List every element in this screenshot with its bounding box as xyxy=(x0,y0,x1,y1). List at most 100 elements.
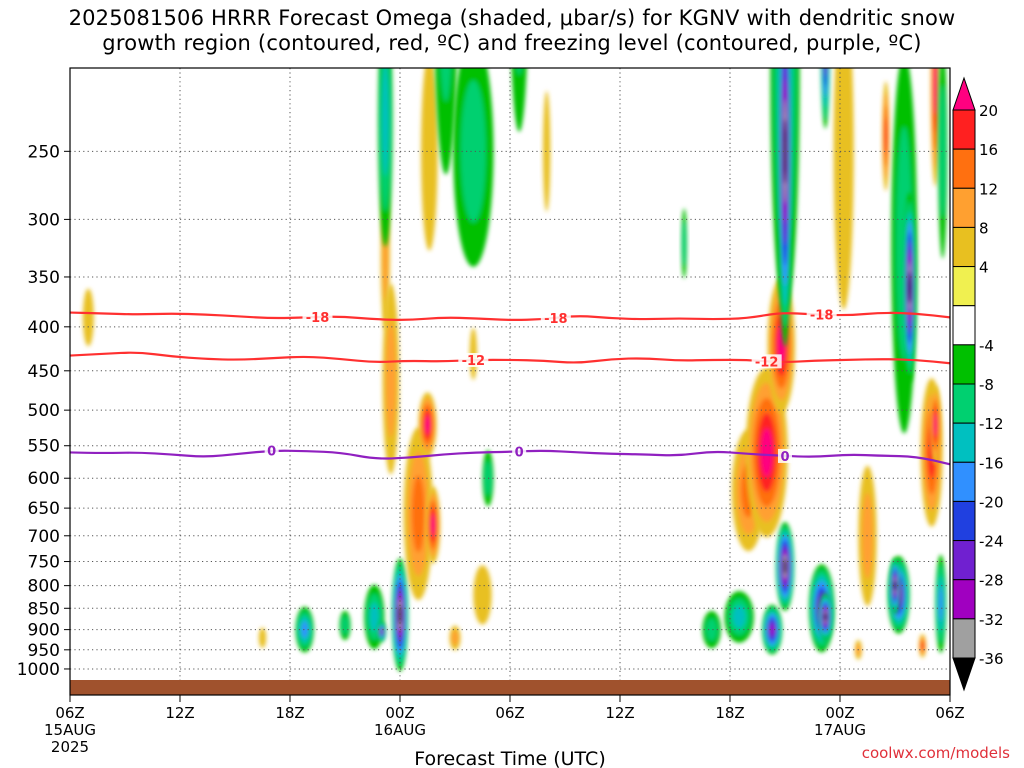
contour-label: -18 xyxy=(544,312,568,327)
contour-label-bg xyxy=(458,352,489,367)
y-tick-label: 800 xyxy=(28,577,60,597)
omega-cell-ring xyxy=(706,618,718,642)
colorbar: 20 16 12 8 4 -4 -8 -12 -16 -20 -24 -28 -32 -36 xyxy=(952,76,1004,692)
omega-cell-ring xyxy=(516,68,522,76)
omega-cell xyxy=(421,68,438,251)
omega-cell-ring xyxy=(823,68,828,87)
omega-cell xyxy=(473,565,492,625)
omega-cell xyxy=(777,68,793,347)
omega-cell-ring xyxy=(82,288,94,347)
omega-cell xyxy=(702,610,721,649)
omega-cell xyxy=(511,68,527,132)
colorbar-label: -8 xyxy=(979,376,994,394)
omega-cell-ring xyxy=(921,641,924,651)
colorbar-bin xyxy=(952,148,976,189)
colorbar-label: -32 xyxy=(979,611,1004,629)
contour-label-bg xyxy=(806,307,837,322)
ground-strip xyxy=(70,680,950,695)
x-tick-label: 12Z xyxy=(165,704,194,722)
colorbar-label: -24 xyxy=(979,533,1004,551)
omega-cell-ring xyxy=(435,68,457,175)
omega-cell-ring xyxy=(938,586,943,621)
omega-cell xyxy=(724,591,754,643)
contour-lines: -18 -18 -18 -12 -12 0 0 0 xyxy=(70,307,950,466)
omega-cell-ring xyxy=(682,221,686,266)
omega-cell xyxy=(833,68,854,310)
omega-cell-ring xyxy=(511,68,527,132)
omega-cell xyxy=(418,392,437,458)
omega-cell-ring xyxy=(380,629,384,634)
contour-label: -18 xyxy=(306,311,330,326)
omega-cell-ring xyxy=(939,85,946,218)
colorbar-max-arrow xyxy=(952,76,976,111)
x-tick-label: 12Z xyxy=(605,704,634,722)
omega-cell-ring xyxy=(543,91,551,212)
colorbar-bin xyxy=(952,305,976,346)
colorbar-label: -20 xyxy=(979,493,1004,511)
omega-cell-ring xyxy=(824,32,827,66)
omega-cell-ring xyxy=(398,605,402,625)
omega-cell-ring xyxy=(258,627,267,648)
omega-cell-ring xyxy=(884,117,888,156)
omega-cell-ring xyxy=(893,580,897,591)
omega-cell xyxy=(681,208,687,279)
contour-label: -18 xyxy=(810,309,834,324)
colorbar-bin xyxy=(952,383,976,424)
x-axis-label: Forecast Time (UTC) xyxy=(414,748,605,768)
contour-line-0 xyxy=(70,449,950,466)
y-tick-label: 400 xyxy=(28,318,60,338)
omega-cell-ring xyxy=(732,605,746,629)
omega-cell-ring xyxy=(833,68,854,310)
colorbar-bin xyxy=(952,109,976,150)
y-axis: 2503003504004505005506006507007508008509… xyxy=(17,142,70,680)
colorbar-bin xyxy=(952,579,976,620)
y-tick-label: 300 xyxy=(28,210,60,230)
colorbar-bin xyxy=(952,226,976,268)
omega-cell-ring xyxy=(421,68,438,251)
colorbar-label: -4 xyxy=(979,337,994,355)
omega-cell xyxy=(820,32,830,129)
contour-label: 0 xyxy=(515,445,524,460)
omega-cell xyxy=(929,385,941,465)
omega-cell xyxy=(745,367,788,538)
omega-cell xyxy=(295,606,314,653)
omega-cell xyxy=(425,486,441,564)
omega-cell-ring xyxy=(770,624,775,635)
x-tick-label: 00Z xyxy=(385,704,414,722)
omega-cell-ring xyxy=(460,80,486,223)
contour-label: -12 xyxy=(462,354,486,369)
y-tick-label: 500 xyxy=(28,401,60,421)
colorbar-bin xyxy=(952,618,976,659)
y-tick-label: 450 xyxy=(28,362,60,382)
colorbar-label: -28 xyxy=(979,572,1004,590)
x-tick-date: 17AUG xyxy=(814,721,866,739)
omega-cell xyxy=(258,627,267,648)
y-tick-label: 900 xyxy=(28,621,60,641)
colorbar-label: 4 xyxy=(979,259,989,277)
contour-line--12 xyxy=(70,351,950,365)
colorbar-label: 12 xyxy=(979,180,998,198)
colorbar-label: 16 xyxy=(979,141,998,159)
credit-text: coolwx.com/models xyxy=(862,744,1010,762)
y-tick-label: 750 xyxy=(28,553,60,573)
contour-label: 0 xyxy=(267,445,276,460)
x-tick-date: 15AUG xyxy=(44,721,96,739)
x-tick-label: 18Z xyxy=(275,704,304,722)
omega-cell-ring xyxy=(411,475,425,553)
omega-cell xyxy=(377,621,387,643)
omega-cell xyxy=(378,68,393,247)
contour-label-bg xyxy=(778,448,792,463)
x-tick-year: 2025 xyxy=(51,738,89,756)
omega-cell-ring xyxy=(341,616,349,635)
contour-label-bg xyxy=(264,443,279,458)
y-tick-label: 950 xyxy=(28,641,60,661)
contour-label-bg xyxy=(540,310,571,325)
x-tick-label: 06Z xyxy=(935,704,964,722)
omega-cell-ring xyxy=(424,415,431,435)
omega-cell xyxy=(882,81,890,191)
omega-cell xyxy=(449,625,461,651)
colorbar-bin xyxy=(952,500,976,542)
omega-cell xyxy=(339,610,351,641)
colorbar-bin xyxy=(952,540,976,581)
